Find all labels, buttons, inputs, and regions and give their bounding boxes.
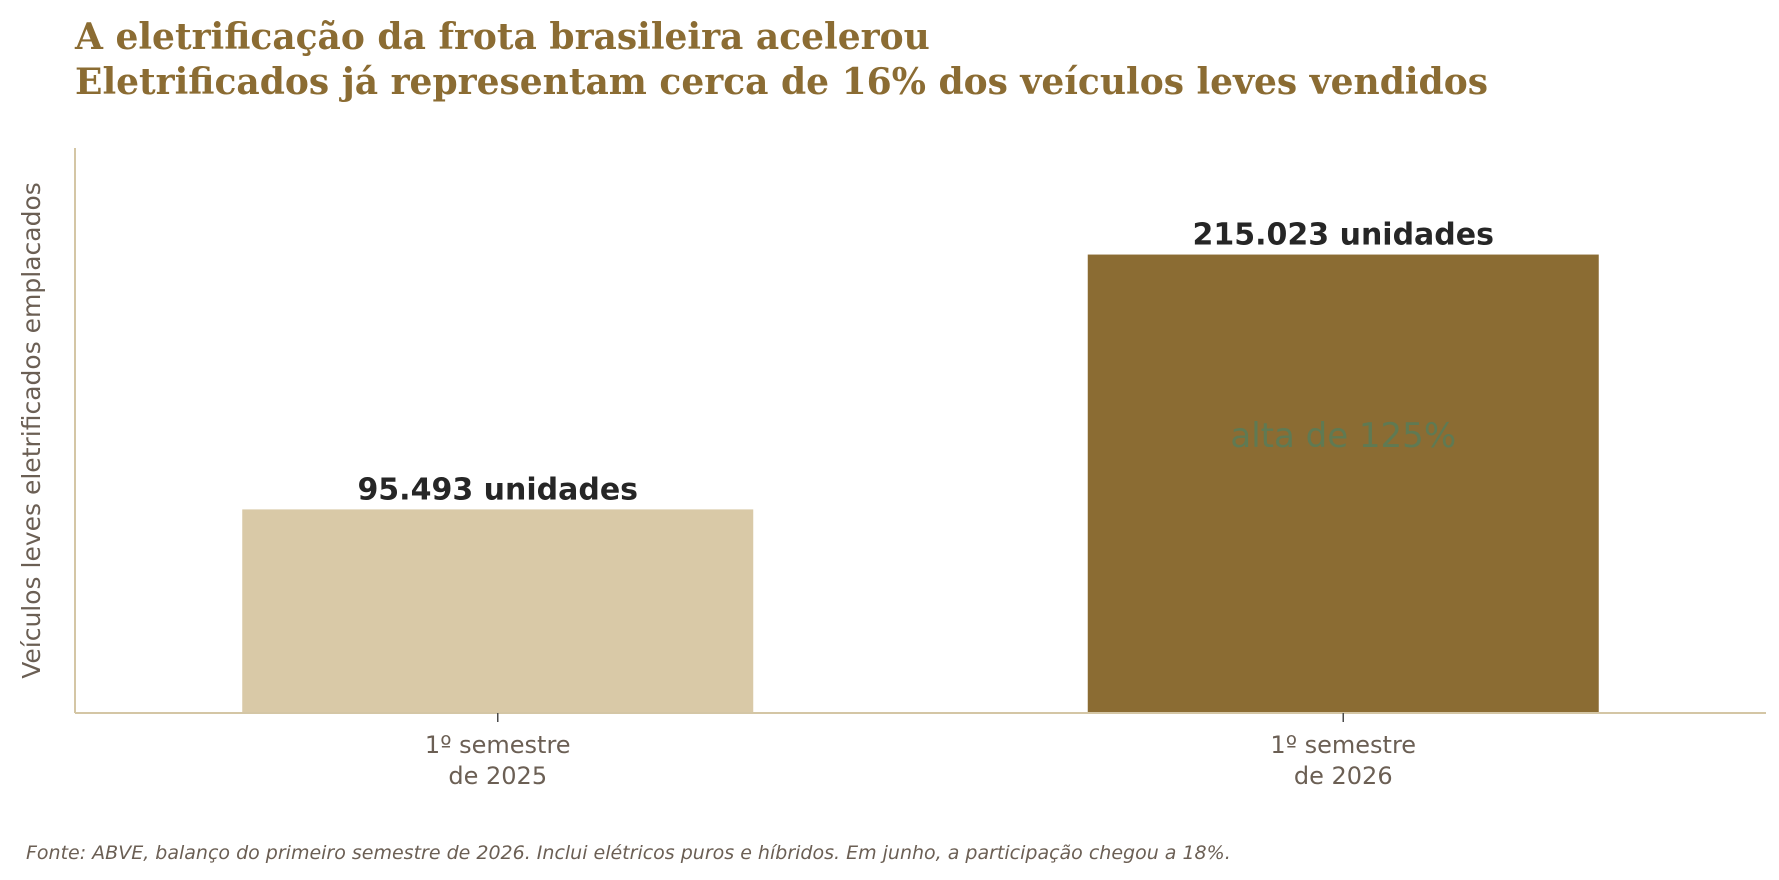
chart-title: A eletrificação da frota brasileira acel… [75,16,930,58]
bar-chart: 95.493 unidades 215.023 unidades 1º semes… [17,148,1766,790]
bar-value-label: 95.493 unidades [357,472,638,507]
y-axis-label: Veículos leves eletrificados emplacados [17,182,46,679]
chart-subtitle: Eletrificados já representam cerca de 16… [75,61,1488,103]
labels-layer: 95.493 unidades 215.023 unidades [357,218,1494,508]
growth-annotation: alta de 125% [1230,416,1456,456]
ticks-layer: 1º semestre de 2025 1º semestre de 2026 [425,713,1416,790]
source-footnote: Fonte: ABVE, balanço do primeiro semestr… [26,842,1231,864]
bar-2 [1087,254,1599,713]
bar-1 [242,509,754,713]
x-tick-label: 1º semestre de 2026 [1270,731,1416,790]
x-tick-label: 1º semestre de 2025 [425,731,571,790]
bars-layer [242,254,1599,713]
bar-value-label: 215.023 unidades [1193,218,1494,253]
